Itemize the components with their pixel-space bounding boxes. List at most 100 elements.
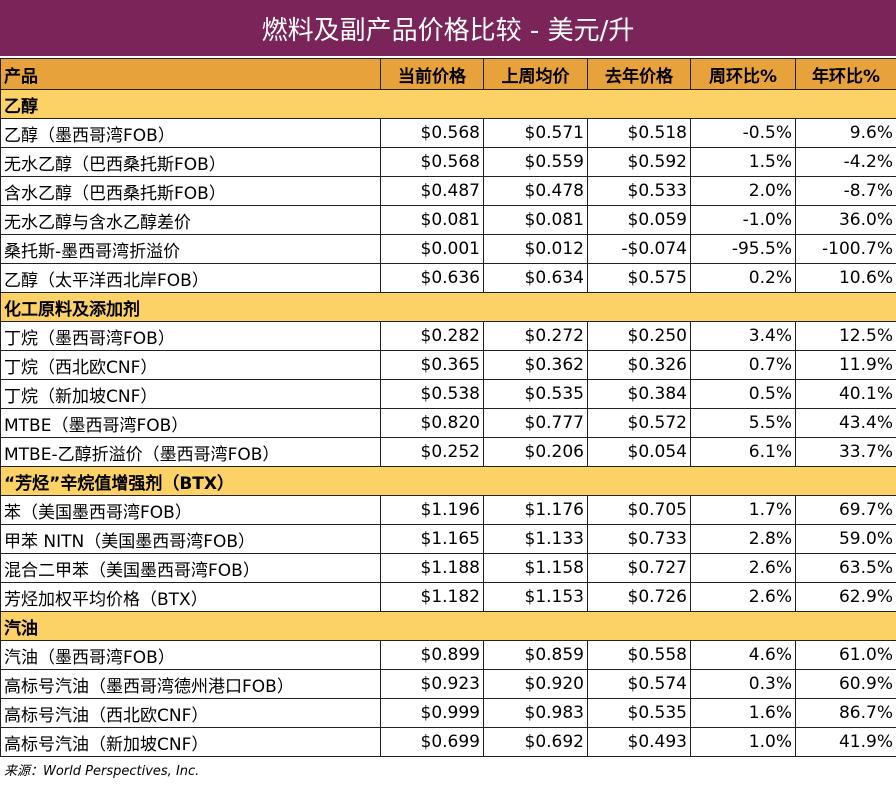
price-cell: $0.206 <box>483 437 588 467</box>
price-cell: 36.0% <box>795 205 896 235</box>
price-cell: $0.081 <box>483 205 588 235</box>
price-cell: $0.081 <box>380 205 484 235</box>
header-row: 产品 当前价格 上周均价 去年价格 周环比% 年环比% <box>0 58 896 90</box>
price-cell: $0.899 <box>380 640 484 670</box>
price-cell: $0.726 <box>587 582 691 612</box>
price-cell: -8.7% <box>795 176 896 206</box>
product-cell: 汽油（墨西哥湾FOB） <box>0 640 381 670</box>
price-cell: 2.0% <box>690 176 796 206</box>
price-cell: $0.535 <box>483 379 588 409</box>
product-cell: MTBE（墨西哥湾FOB） <box>0 408 381 438</box>
data-row: 无水乙醇（巴西桑托斯FOB） $0.568 $0.559 $0.592 1.5% -4.2… <box>0 147 896 177</box>
data-row: 桑托斯-墨西哥湾折溢价 $0.001 $0.012 -$0.074 -95.5% -100… <box>0 234 896 264</box>
price-cell: 2.8% <box>690 524 796 554</box>
title: 燃料及副产品价格比较 - 美元/升 <box>261 15 635 46</box>
section-name: 化工原料及添加剂 <box>0 292 896 322</box>
product-cell: 高标号汽油（西北欧CNF） <box>0 698 381 728</box>
price-cell: $0.384 <box>587 379 691 409</box>
price-cell: $0.252 <box>380 437 484 467</box>
data-row: 高标号汽油（新加坡CNF） $0.699 $0.692 $0.493 1.0% 41.9% <box>0 727 896 757</box>
data-row: 苯（美国墨西哥湾FOB） $1.196 $1.176 $0.705 1.7% 69.7% <box>0 495 896 525</box>
price-cell: 33.7% <box>795 437 896 467</box>
product-cell: 无水乙醇（巴西桑托斯FOB） <box>0 147 381 177</box>
data-row: 含水乙醇（巴西桑托斯FOB） $0.487 $0.478 $0.533 2.0% -8.7… <box>0 176 896 206</box>
price-cell: $0.575 <box>587 263 691 293</box>
price-cell: 9.6% <box>795 118 896 148</box>
product-cell: 甲苯 NITN（美国墨西哥湾FOB） <box>0 524 381 554</box>
section-row: 乙醇 <box>0 89 896 119</box>
price-cell: $1.196 <box>380 495 484 525</box>
data-row: 芳烃加权平均价格（BTX） $1.182 $1.153 $0.726 2.6% 62.9% <box>0 582 896 612</box>
price-cell: -100.7% <box>795 234 896 264</box>
price-cell: $1.153 <box>483 582 588 612</box>
data-row: 丁烷（新加坡CNF） $0.538 $0.535 $0.384 0.5% 40.1% <box>0 379 896 409</box>
price-cell: $0.059 <box>587 205 691 235</box>
price-cell: 40.1% <box>795 379 896 409</box>
price-cell: 1.6% <box>690 698 796 728</box>
price-cell: 3.4% <box>690 321 796 351</box>
price-cell: 5.5% <box>690 408 796 438</box>
product-cell: 丁烷（墨西哥湾FOB） <box>0 321 381 351</box>
price-cell: $0.634 <box>483 263 588 293</box>
price-cell: $0.558 <box>587 640 691 670</box>
product-cell: 苯（美国墨西哥湾FOB） <box>0 495 381 525</box>
price-cell: $0.054 <box>587 437 691 467</box>
price-cell: $0.859 <box>483 640 588 670</box>
price-cell: $0.572 <box>587 408 691 438</box>
price-cell: $0.571 <box>483 118 588 148</box>
price-cell: 59.0% <box>795 524 896 554</box>
price-cell: $0.487 <box>380 176 484 206</box>
price-cell: 4.6% <box>690 640 796 670</box>
price-cell: $0.983 <box>483 698 588 728</box>
section-name: “芳烃”辛烷值增强剂（BTX） <box>0 466 896 496</box>
price-cell: $0.999 <box>380 698 484 728</box>
price-cell: -0.5% <box>690 118 796 148</box>
section-name: 汽油 <box>0 611 896 641</box>
price-cell: 63.5% <box>795 553 896 583</box>
section-row: “芳烃”辛烷值增强剂（BTX） <box>0 466 896 496</box>
product-cell: 乙醇（墨西哥湾FOB） <box>0 118 381 148</box>
price-cell: 0.5% <box>690 379 796 409</box>
price-cell: $0.493 <box>587 727 691 757</box>
product-cell: 高标号汽油（新加坡CNF） <box>0 727 381 757</box>
column-header: 去年价格 <box>587 58 691 90</box>
source: 来源：World Perspectives, Inc. <box>4 764 200 779</box>
price-cell: $0.535 <box>587 698 691 728</box>
price-cell: $0.533 <box>587 176 691 206</box>
product-cell: 无水乙醇与含水乙醇差价 <box>0 205 381 235</box>
price-cell: $0.592 <box>587 147 691 177</box>
price-cell: $0.250 <box>587 321 691 351</box>
price-cell: 62.9% <box>795 582 896 612</box>
price-cell: $0.538 <box>380 379 484 409</box>
price-cell: 1.7% <box>690 495 796 525</box>
price-cell: $0.705 <box>587 495 691 525</box>
price-cell: $0.559 <box>483 147 588 177</box>
product-cell: 含水乙醇（巴西桑托斯FOB） <box>0 176 381 206</box>
price-table: 产品 当前价格 上周均价 去年价格 周环比% 年环比% 乙醇 乙醇（墨西哥湾FOB） $0.56… <box>0 58 896 757</box>
product-cell: 芳烃加权平均价格（BTX） <box>0 582 381 612</box>
price-cell: -95.5% <box>690 234 796 264</box>
price-cell: $0.692 <box>483 727 588 757</box>
price-cell: 61.0% <box>795 640 896 670</box>
product-cell: 丁烷（西北欧CNF） <box>0 350 381 380</box>
data-row: 乙醇（太平洋西北岸FOB） $0.636 $0.634 $0.575 0.2% 10.6% <box>0 263 896 293</box>
price-cell: $1.176 <box>483 495 588 525</box>
price-cell: 2.6% <box>690 582 796 612</box>
data-row: 乙醇（墨西哥湾FOB） $0.568 $0.571 $0.518 -0.5% 9.6% <box>0 118 896 148</box>
price-cell: $0.272 <box>483 321 588 351</box>
column-header: 产品 <box>0 58 381 90</box>
product-cell: MTBE-乙醇折溢价（墨西哥湾FOB） <box>0 437 381 467</box>
price-cell: $0.282 <box>380 321 484 351</box>
price-cell: 11.9% <box>795 350 896 380</box>
price-cell: $0.362 <box>483 350 588 380</box>
product-cell: 桑托斯-墨西哥湾折溢价 <box>0 234 381 264</box>
price-cell: $1.133 <box>483 524 588 554</box>
column-header: 年环比% <box>795 58 896 90</box>
data-row: 丁烷（西北欧CNF） $0.365 $0.362 $0.326 0.7% 11.9% <box>0 350 896 380</box>
data-row: 混合二甲苯（美国墨西哥湾FOB） $1.188 $1.158 $0.727 2.6% 63… <box>0 553 896 583</box>
price-cell: $0.365 <box>380 350 484 380</box>
price-cell: $0.920 <box>483 669 588 699</box>
price-cell: $0.574 <box>587 669 691 699</box>
data-row: 无水乙醇与含水乙醇差价 $0.081 $0.081 $0.059 -1.0% 36.0% <box>0 205 896 235</box>
